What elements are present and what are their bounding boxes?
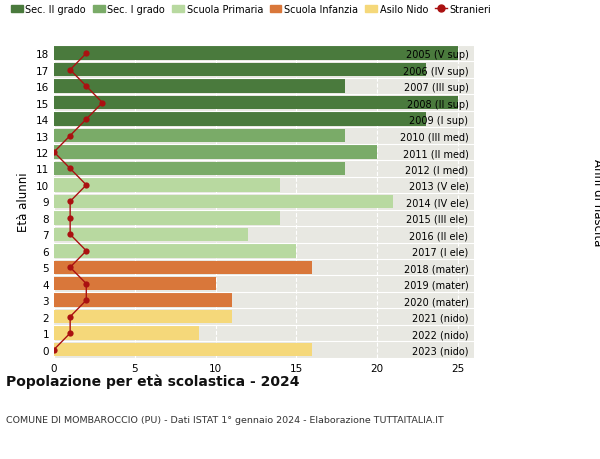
Text: Popolazione per età scolastica - 2024: Popolazione per età scolastica - 2024 <box>6 374 299 389</box>
Bar <box>54 129 345 143</box>
Bar <box>54 80 345 94</box>
Bar <box>54 327 199 340</box>
Bar <box>54 113 425 127</box>
Bar <box>54 245 296 258</box>
Y-axis label: Età alunni: Età alunni <box>17 172 31 232</box>
Text: Anni di nascita: Anni di nascita <box>590 158 600 246</box>
Bar <box>54 97 458 110</box>
Bar <box>54 146 377 159</box>
Text: COMUNE DI MOMBAROCCIO (PU) - Dati ISTAT 1° gennaio 2024 - Elaborazione TUTTAITAL: COMUNE DI MOMBAROCCIO (PU) - Dati ISTAT … <box>6 415 444 425</box>
Bar <box>54 310 232 324</box>
Bar <box>54 195 393 209</box>
Bar <box>54 294 232 307</box>
Bar <box>54 179 280 192</box>
Legend: Sec. II grado, Sec. I grado, Scuola Primaria, Scuola Infanzia, Asilo Nido, Stran: Sec. II grado, Sec. I grado, Scuola Prim… <box>11 5 491 15</box>
Bar <box>54 228 248 241</box>
Bar <box>54 277 215 291</box>
Bar <box>54 212 280 225</box>
Bar <box>54 64 425 77</box>
Bar <box>54 47 458 61</box>
Bar <box>54 261 313 274</box>
Bar <box>54 343 313 357</box>
Bar <box>54 162 345 176</box>
